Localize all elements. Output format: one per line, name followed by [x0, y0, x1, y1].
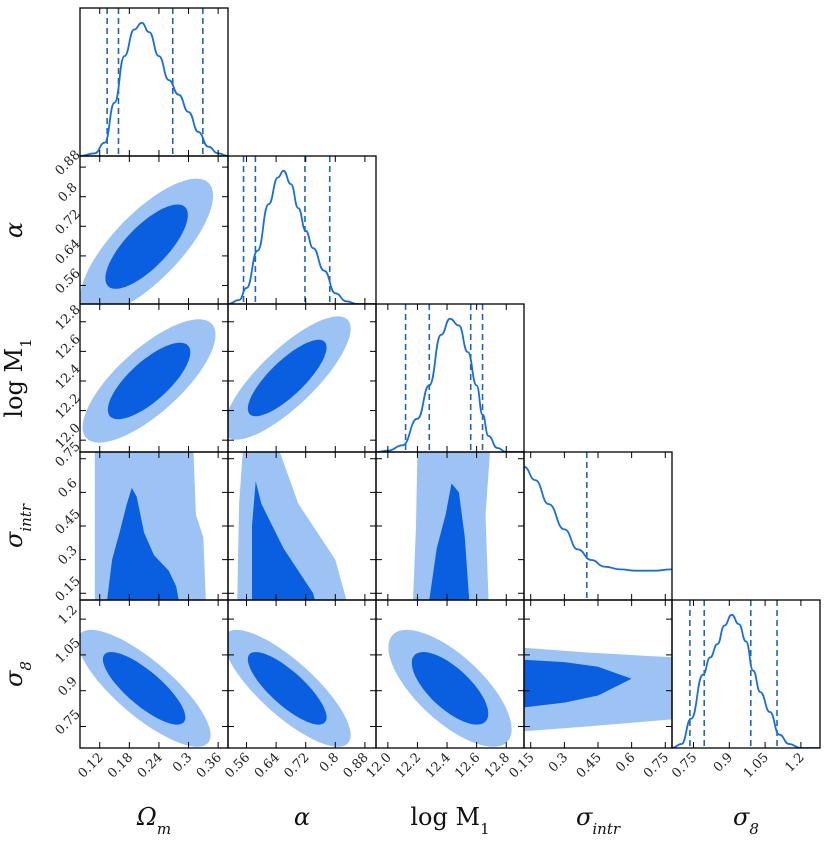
- xtick-label-omega_m-3: 0.3: [170, 750, 195, 775]
- ytick-label-alpha-3: 0.8: [55, 180, 80, 205]
- x-axis-label-sigma_intr: σintr: [576, 803, 621, 838]
- xtick-label-omega_m-0: 0.12: [75, 750, 106, 781]
- ytick-label-sigma_intr-2: 0.45: [53, 507, 84, 538]
- ytick-label-logM1-1: 12.2: [53, 391, 84, 422]
- marginal-curve-alpha: [228, 169, 376, 304]
- xtick-label-sigma_intr-3: 0.6: [613, 750, 638, 775]
- contour-inner-alpha-sigma_intr: [252, 481, 315, 600]
- contour-inner-sigma_intr-sigma8: [524, 659, 632, 708]
- contour-inner-omega_m-sigma_intr: [107, 487, 179, 600]
- marginal-curve-sigma8: [672, 613, 820, 748]
- y-axis-label-logM1: log M1: [0, 338, 35, 417]
- panel-frame-sigma_intr-sigma_intr: [523, 451, 673, 601]
- contour-inner-omega_m-logM1: [107, 342, 191, 420]
- xtick-label-logM1-2: 12.4: [423, 750, 454, 781]
- x-axis-label-alpha: α: [294, 803, 310, 831]
- ytick-label-sigma_intr-1: 0.3: [55, 543, 80, 568]
- contour-inner-omega_m-alpha: [105, 204, 188, 289]
- xtick-label-sigma_intr-1: 0.3: [546, 750, 571, 775]
- ytick-label-logM1-4: 12.8: [53, 302, 84, 333]
- contour-inner-logM1-sigma_intr: [429, 483, 470, 600]
- panel-frame-logM1-logM1: [375, 303, 525, 453]
- marginal-curve-sigma_intr: [524, 465, 672, 572]
- xtick-label-alpha-1: 0.64: [252, 750, 283, 781]
- marginal-curve-omega_m: [80, 21, 228, 156]
- ytick-label-sigma8-0: 0.75: [53, 707, 84, 738]
- x-axis-label-logM1: log M1: [410, 803, 489, 838]
- ytick-label-sigma_intr-3: 0.6: [55, 476, 80, 501]
- xtick-label-sigma8-3: 1.2: [782, 750, 807, 775]
- xtick-label-alpha-0: 0.56: [222, 750, 253, 781]
- xtick-label-omega_m-1: 0.18: [105, 750, 136, 781]
- ytick-label-alpha-2: 0.72: [53, 207, 84, 238]
- xtick-label-logM1-1: 12.2: [393, 750, 424, 781]
- ytick-label-alpha-0: 0.56: [53, 266, 84, 297]
- x-axis-label-omega_m: Ωm: [136, 803, 171, 838]
- ytick-label-sigma8-1: 0.9: [55, 674, 80, 699]
- panel-frame-sigma8-sigma8: [671, 599, 821, 749]
- ytick-label-sigma8-2: 1.05: [53, 635, 84, 666]
- xtick-label-omega_m-4: 0.36: [194, 750, 225, 781]
- xtick-label-sigma_intr-0: 0.15: [506, 750, 537, 781]
- y-axis-label-alpha: α: [0, 222, 28, 238]
- y-axis-label-sigma8: σ8: [0, 661, 35, 687]
- xtick-label-omega_m-2: 0.24: [135, 750, 166, 781]
- contour-inner-alpha-sigma8: [247, 652, 327, 725]
- xtick-label-alpha-3: 0.8: [317, 750, 342, 775]
- xtick-label-logM1-4: 12.8: [482, 750, 513, 781]
- xtick-label-sigma_intr-4: 0.75: [641, 750, 672, 781]
- marginal-curve-logM1: [376, 317, 524, 452]
- ytick-label-alpha-1: 0.64: [53, 236, 84, 267]
- xtick-label-logM1-3: 12.6: [452, 750, 483, 781]
- ytick-label-logM1-2: 12.4: [53, 362, 84, 393]
- contour-inner-omega_m-sigma8: [102, 652, 186, 725]
- contour-inner-alpha-logM1: [247, 339, 327, 417]
- xtick-label-alpha-4: 0.88: [341, 750, 372, 781]
- ytick-label-logM1-3: 12.6: [53, 332, 84, 363]
- contour-inner-logM1-sigma8: [411, 652, 489, 725]
- xtick-label-sigma8-2: 1.05: [741, 750, 772, 781]
- ytick-label-sigma8-3: 1.2: [55, 603, 80, 628]
- ytick-label-sigma_intr-0: 0.15: [53, 574, 84, 605]
- ytick-label-alpha-4: 0.88: [53, 148, 84, 179]
- xtick-label-logM1-0: 12.0: [364, 750, 395, 781]
- xtick-label-alpha-2: 0.72: [281, 750, 312, 781]
- xtick-label-sigma8-0: 0.75: [669, 750, 700, 781]
- y-axis-label-sigma_intr: σintr: [0, 503, 35, 548]
- panel-frame-omega_m-omega_m: [79, 7, 229, 157]
- x-axis-label-sigma8: σ8: [733, 803, 759, 838]
- xtick-label-sigma_intr-2: 0.45: [574, 750, 605, 781]
- xtick-label-sigma8-1: 0.9: [711, 750, 736, 775]
